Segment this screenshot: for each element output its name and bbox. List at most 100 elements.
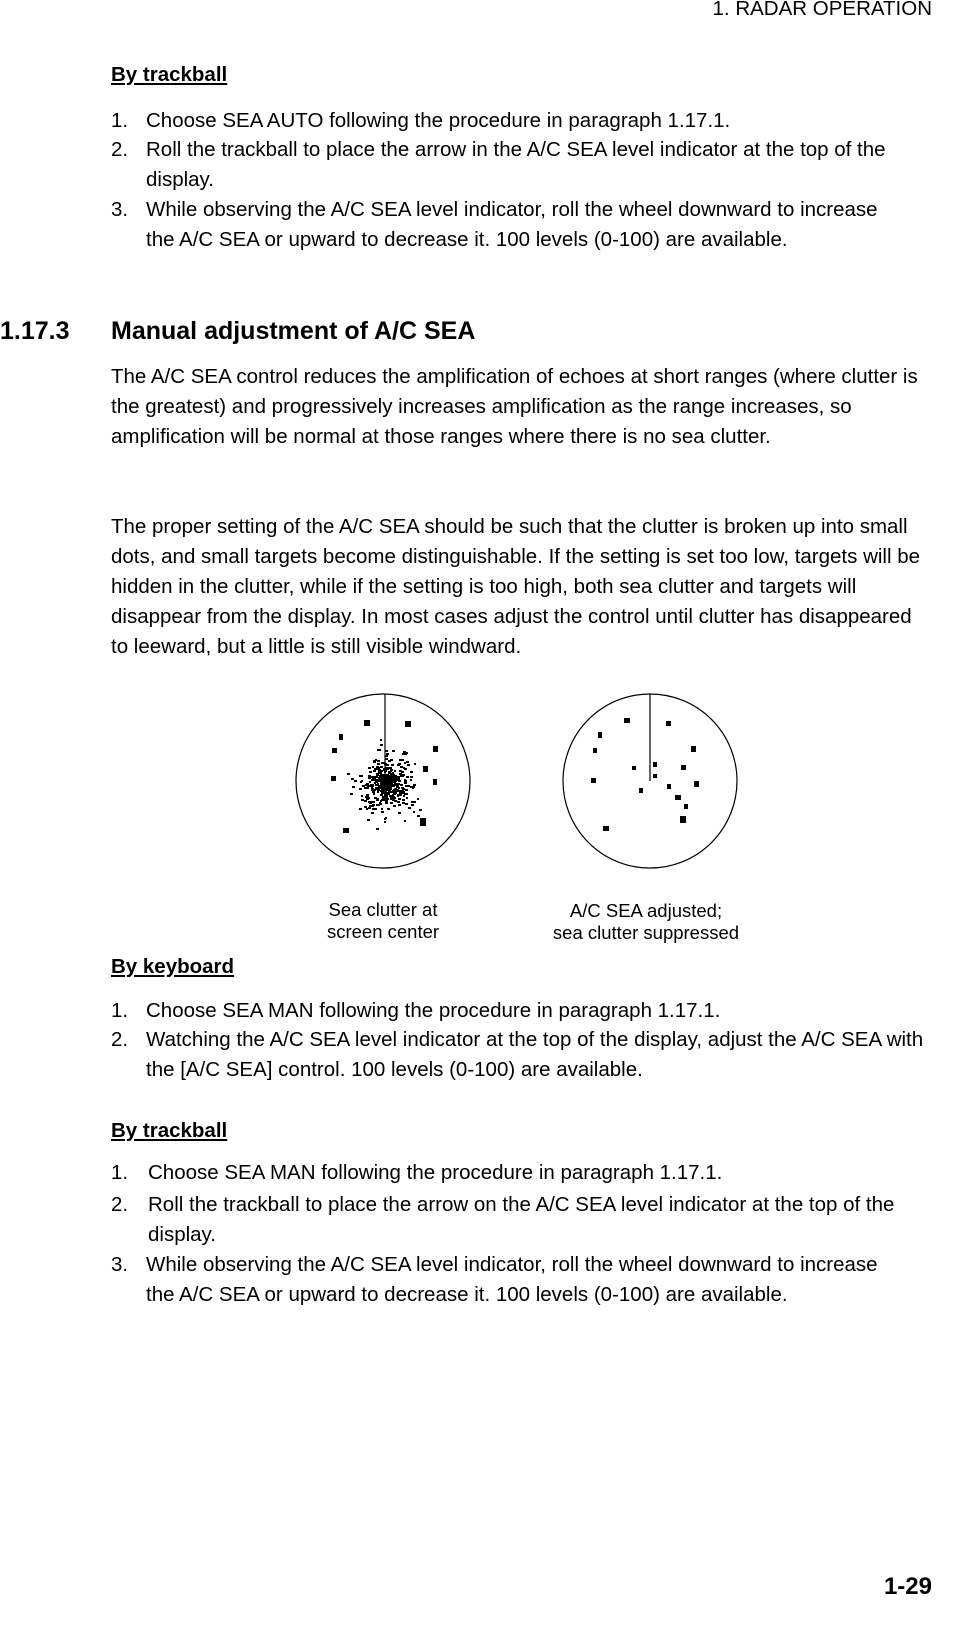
caption: A/C SEA adjusted; sea clutter suppressed	[516, 900, 776, 944]
clutter-dot	[368, 801, 371, 803]
clutter-dot	[372, 808, 375, 810]
paragraph: The A/C SEA control reduces the amplific…	[111, 365, 918, 448]
clutter-dot	[402, 791, 405, 793]
clutter-dot	[373, 779, 376, 781]
clutter-dot	[354, 780, 357, 782]
clutter-dot	[385, 801, 388, 803]
clutter-dot	[369, 771, 372, 773]
clutter-dot	[375, 779, 378, 781]
clutter-dot	[390, 770, 392, 772]
clutter-dot	[392, 774, 395, 776]
clutter-dot	[394, 775, 397, 777]
section-title: Manual adjustment of A/C SEA	[111, 317, 476, 345]
clutter-dot	[351, 778, 354, 780]
clutter-dot	[401, 775, 404, 777]
clutter-dot	[382, 774, 385, 776]
clutter-dot	[405, 785, 408, 787]
page-number: 1-29	[883, 1573, 932, 1600]
clutter-dot	[379, 769, 381, 771]
clutter-dot	[373, 761, 376, 763]
clutter-dot	[381, 799, 384, 801]
clutter-dot	[399, 794, 402, 796]
clutter-dot	[382, 792, 385, 794]
clutter-dot	[404, 779, 406, 781]
clutter-dot	[368, 807, 371, 809]
clutter-dot	[385, 799, 388, 801]
clutter-dot	[401, 771, 404, 773]
clutter-dot	[392, 781, 394, 783]
clutter-dot	[374, 782, 376, 784]
clutter-dot	[390, 797, 393, 799]
clutter-dot	[374, 808, 377, 810]
clutter-dot	[398, 812, 401, 814]
clutter-dot	[380, 766, 383, 768]
clutter-dot	[406, 776, 409, 778]
clutter-dot	[372, 791, 375, 793]
clutter-dot	[383, 768, 385, 770]
clutter-dot	[400, 766, 403, 768]
clutter-dot	[373, 770, 376, 772]
clutter-dot	[390, 777, 393, 779]
clutter-dot	[390, 759, 393, 761]
clutter-dot	[380, 775, 382, 777]
item-number: 3.	[111, 198, 129, 221]
clutter-dot	[350, 793, 353, 795]
clutter-dot	[366, 808, 368, 810]
clutter-dot	[376, 798, 379, 800]
clutter-dot	[386, 764, 389, 766]
clutter-dot	[408, 807, 411, 809]
clutter-dot	[384, 769, 387, 771]
clutter-dot	[364, 800, 367, 802]
clutter-dot	[403, 767, 405, 769]
clutter-dot	[397, 801, 400, 803]
item-text: Roll the trackball to place the arrow on…	[148, 1193, 895, 1246]
clutter-dot	[390, 786, 392, 788]
clutter-dot	[361, 799, 364, 801]
clutter-dot	[375, 788, 377, 790]
clutter-dot	[379, 802, 381, 804]
clutter-dot	[366, 783, 369, 785]
clutter-dot	[368, 767, 370, 769]
clutter-dot	[397, 764, 400, 766]
item-number: 3.	[111, 1253, 129, 1276]
subheading: By keyboard	[111, 955, 235, 978]
clutter-dot	[405, 793, 408, 795]
caption-line: Sea clutter at	[328, 899, 438, 920]
clutter-dot	[380, 744, 383, 746]
clutter-dot	[359, 808, 362, 810]
clutter-dot	[369, 805, 371, 807]
clutter-dot	[384, 821, 386, 823]
item-text: Choose SEA MAN following the procedure i…	[148, 1161, 723, 1184]
clutter-dot	[372, 785, 374, 787]
clutter-dot	[383, 779, 386, 781]
clutter-dot	[389, 775, 392, 777]
clutter-dot	[399, 792, 401, 794]
clutter-dot	[377, 789, 380, 791]
clutter-dot	[384, 777, 387, 779]
clutter-dot	[371, 812, 374, 814]
clutter-dot	[394, 790, 397, 792]
clutter-dot	[388, 771, 391, 773]
clutter-dot	[359, 775, 361, 777]
clutter-dot	[380, 785, 383, 787]
item-number: 2.	[111, 138, 129, 161]
clutter-dot	[377, 749, 380, 751]
clutter-dot	[380, 739, 382, 741]
clutter-dot	[404, 820, 406, 822]
clutter-dot	[394, 780, 397, 782]
clutter-dot	[376, 828, 379, 830]
clutter-dot	[386, 789, 389, 791]
clutter-dot	[381, 762, 383, 764]
clutter-dot	[405, 803, 408, 805]
clutter-dot	[400, 784, 403, 786]
clutter-dot	[394, 800, 397, 802]
clutter-dot	[378, 785, 380, 787]
clutter-dot	[380, 794, 383, 796]
clutter-dot	[385, 774, 388, 776]
clutter-dot	[372, 766, 374, 768]
clutter-dot	[352, 786, 355, 788]
item-text: Watching the A/C SEA level indicator at …	[146, 1028, 924, 1081]
clutter-dot	[393, 805, 396, 807]
clutter-dot	[385, 790, 387, 792]
clutter-dot	[400, 775, 402, 777]
